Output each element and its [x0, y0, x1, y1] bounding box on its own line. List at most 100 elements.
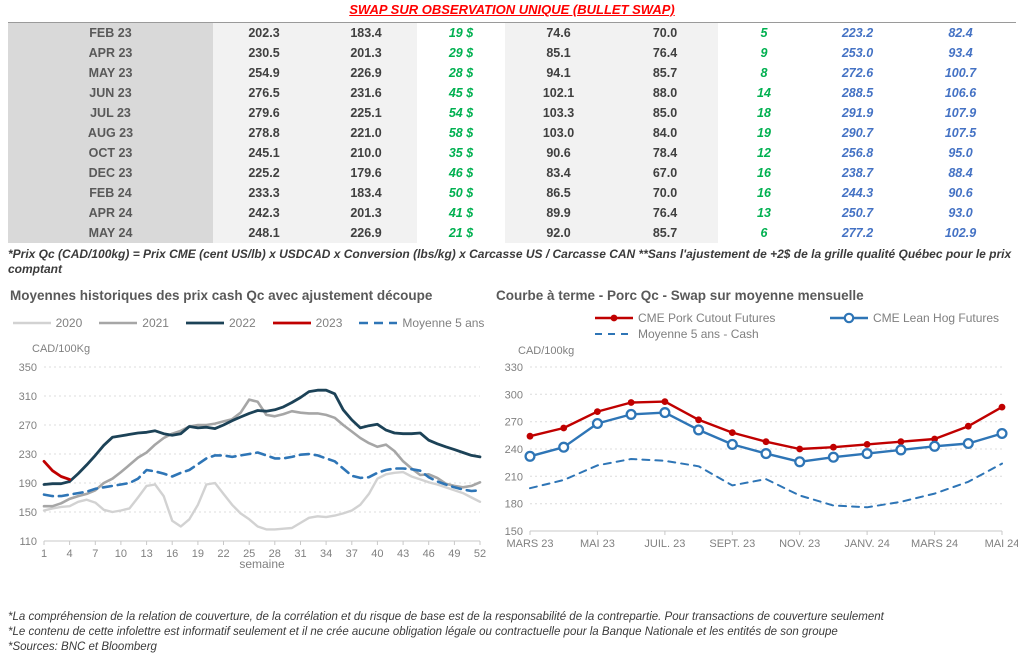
- legend-swatch: [359, 321, 398, 325]
- value-cell: 85.1: [505, 43, 612, 63]
- svg-text:28: 28: [269, 548, 281, 560]
- value-cell: 233.3: [213, 183, 315, 203]
- value-cell: 276.5: [213, 83, 315, 103]
- legend-label: 2022: [228, 316, 256, 330]
- value-cell: 202.3: [213, 23, 315, 43]
- table-footnote: *Prix Qc (CAD/100kg) = Prix CME (cent US…: [8, 247, 1012, 276]
- value-cell: 88.4: [948, 166, 973, 180]
- value-cell: 50 $: [448, 186, 474, 200]
- svg-text:190: 190: [19, 478, 37, 490]
- svg-text:150: 150: [19, 507, 37, 519]
- value-cell: 85.7: [612, 63, 718, 83]
- value-cell: 90.6: [505, 143, 612, 163]
- svg-text:13: 13: [140, 548, 152, 560]
- value-cell: 94.1: [505, 63, 612, 83]
- value-cell: 8: [760, 66, 768, 80]
- value-cell: 76.4: [612, 203, 718, 223]
- value-cell: 253.0: [841, 46, 874, 60]
- left-chart-unit-label: CAD/100Kg: [32, 343, 91, 355]
- month-cell: FEB 23: [8, 23, 213, 43]
- value-cell: 92.0: [505, 223, 612, 243]
- value-cell: 290.7: [841, 126, 874, 140]
- table-row: DEC 23 225.2 179.6 46 $ 83.4 67.0 16 238.7 88.4: [8, 163, 1016, 183]
- value-cell: 5: [760, 26, 768, 40]
- svg-text:SEPT. 23: SEPT. 23: [709, 538, 755, 550]
- legend-label: Moyenne 5 ans - Cash: [638, 327, 759, 341]
- value-cell: 254.9: [213, 63, 315, 83]
- value-cell: 201.3: [315, 203, 417, 223]
- svg-text:JUIL. 23: JUIL. 23: [644, 538, 685, 550]
- svg-text:230: 230: [19, 449, 37, 461]
- legend-item: CME Pork Cutout Futures: [594, 311, 829, 325]
- forward-curve-chart: Courbe à terme - Porc Qc - Swap sur moye…: [494, 288, 1019, 566]
- value-cell: 54 $: [448, 106, 474, 120]
- table-row: FEB 23 202.3 183.4 19 $ 74.6 70.0 5 223.2 82.4: [8, 23, 1016, 43]
- svg-text:150: 150: [505, 526, 523, 538]
- page-title: SWAP SUR OBSERVATION UNIQUE (BULLET SWAP…: [349, 2, 675, 17]
- legend-label: CME Pork Cutout Futures: [638, 311, 776, 325]
- right-chart-legend: CME Pork Cutout Futures CME Lean Hog Futu…: [494, 311, 1018, 341]
- svg-text:25: 25: [243, 548, 255, 560]
- svg-text:310: 310: [19, 391, 37, 403]
- legend-swatch: [272, 321, 311, 325]
- value-cell: 183.4: [315, 183, 417, 203]
- right-chart-unit-label: CAD/100kg: [518, 345, 575, 357]
- value-cell: 76.4: [612, 43, 718, 63]
- value-cell: 74.6: [505, 23, 612, 43]
- svg-text:7: 7: [92, 548, 98, 560]
- svg-text:19: 19: [192, 548, 204, 560]
- value-cell: 103.0: [505, 123, 612, 143]
- value-cell: 41 $: [448, 206, 474, 220]
- value-cell: 238.7: [841, 166, 874, 180]
- value-cell: 248.1: [213, 223, 315, 243]
- value-cell: 250.7: [841, 206, 874, 220]
- value-cell: 83.4: [505, 163, 612, 183]
- value-cell: 16: [757, 186, 771, 200]
- value-cell: 70.0: [612, 23, 718, 43]
- value-cell: 88.0: [612, 83, 718, 103]
- value-cell: 35 $: [448, 146, 474, 160]
- month-cell: APR 24: [8, 203, 213, 223]
- value-cell: 230.5: [213, 43, 315, 63]
- value-cell: 221.0: [315, 123, 417, 143]
- value-cell: 242.3: [213, 203, 315, 223]
- value-cell: 225.2: [213, 163, 315, 183]
- legend-item: CME Lean Hog Futures: [829, 311, 1024, 325]
- value-cell: 226.9: [315, 223, 417, 243]
- value-cell: 107.9: [944, 106, 977, 120]
- month-cell: FEB 24: [8, 183, 213, 203]
- svg-text:40: 40: [371, 548, 383, 560]
- value-cell: 102.9: [944, 226, 977, 240]
- legend-swatch: [595, 314, 633, 322]
- legend-item: Moyenne 5 ans: [358, 316, 484, 330]
- legend-label: Moyenne 5 ans: [402, 316, 485, 330]
- table-row: JUL 23 279.6 225.1 54 $ 103.3 85.0 18 291.9 107.…: [8, 103, 1016, 123]
- value-cell: 28 $: [448, 66, 474, 80]
- value-cell: 93.4: [948, 46, 973, 60]
- value-cell: 100.7: [944, 66, 977, 80]
- value-cell: 86.5: [505, 183, 612, 203]
- value-cell: 84.0: [612, 123, 718, 143]
- value-cell: 78.4: [612, 143, 718, 163]
- value-cell: 16: [757, 166, 771, 180]
- value-cell: 58 $: [448, 126, 474, 140]
- svg-text:31: 31: [294, 548, 306, 560]
- svg-text:270: 270: [19, 420, 37, 432]
- svg-text:110: 110: [19, 536, 37, 548]
- table-row: OCT 23 245.1 210.0 35 $ 90.6 78.4 12 256.8 95.0: [8, 143, 1016, 163]
- value-cell: 210.0: [315, 143, 417, 163]
- svg-text:4: 4: [67, 548, 73, 560]
- legend-swatch: [12, 321, 51, 325]
- legend-label: 2020: [55, 316, 83, 330]
- left-chart-title: Moyennes historiques des prix cash Qc av…: [10, 288, 433, 303]
- legend-item: Moyenne 5 ans - Cash: [594, 327, 829, 341]
- value-cell: 201.3: [315, 43, 417, 63]
- svg-text:MAI 23: MAI 23: [580, 538, 615, 550]
- value-cell: 245.1: [213, 143, 315, 163]
- svg-text:350: 350: [19, 362, 37, 374]
- month-cell: MAY 24: [8, 223, 213, 243]
- table-row: AUG 23 278.8 221.0 58 $ 103.0 84.0 19 290.7 107.…: [8, 123, 1016, 143]
- value-cell: 9: [760, 46, 768, 60]
- svg-text:1: 1: [41, 548, 47, 560]
- month-cell: MAY 23: [8, 63, 213, 83]
